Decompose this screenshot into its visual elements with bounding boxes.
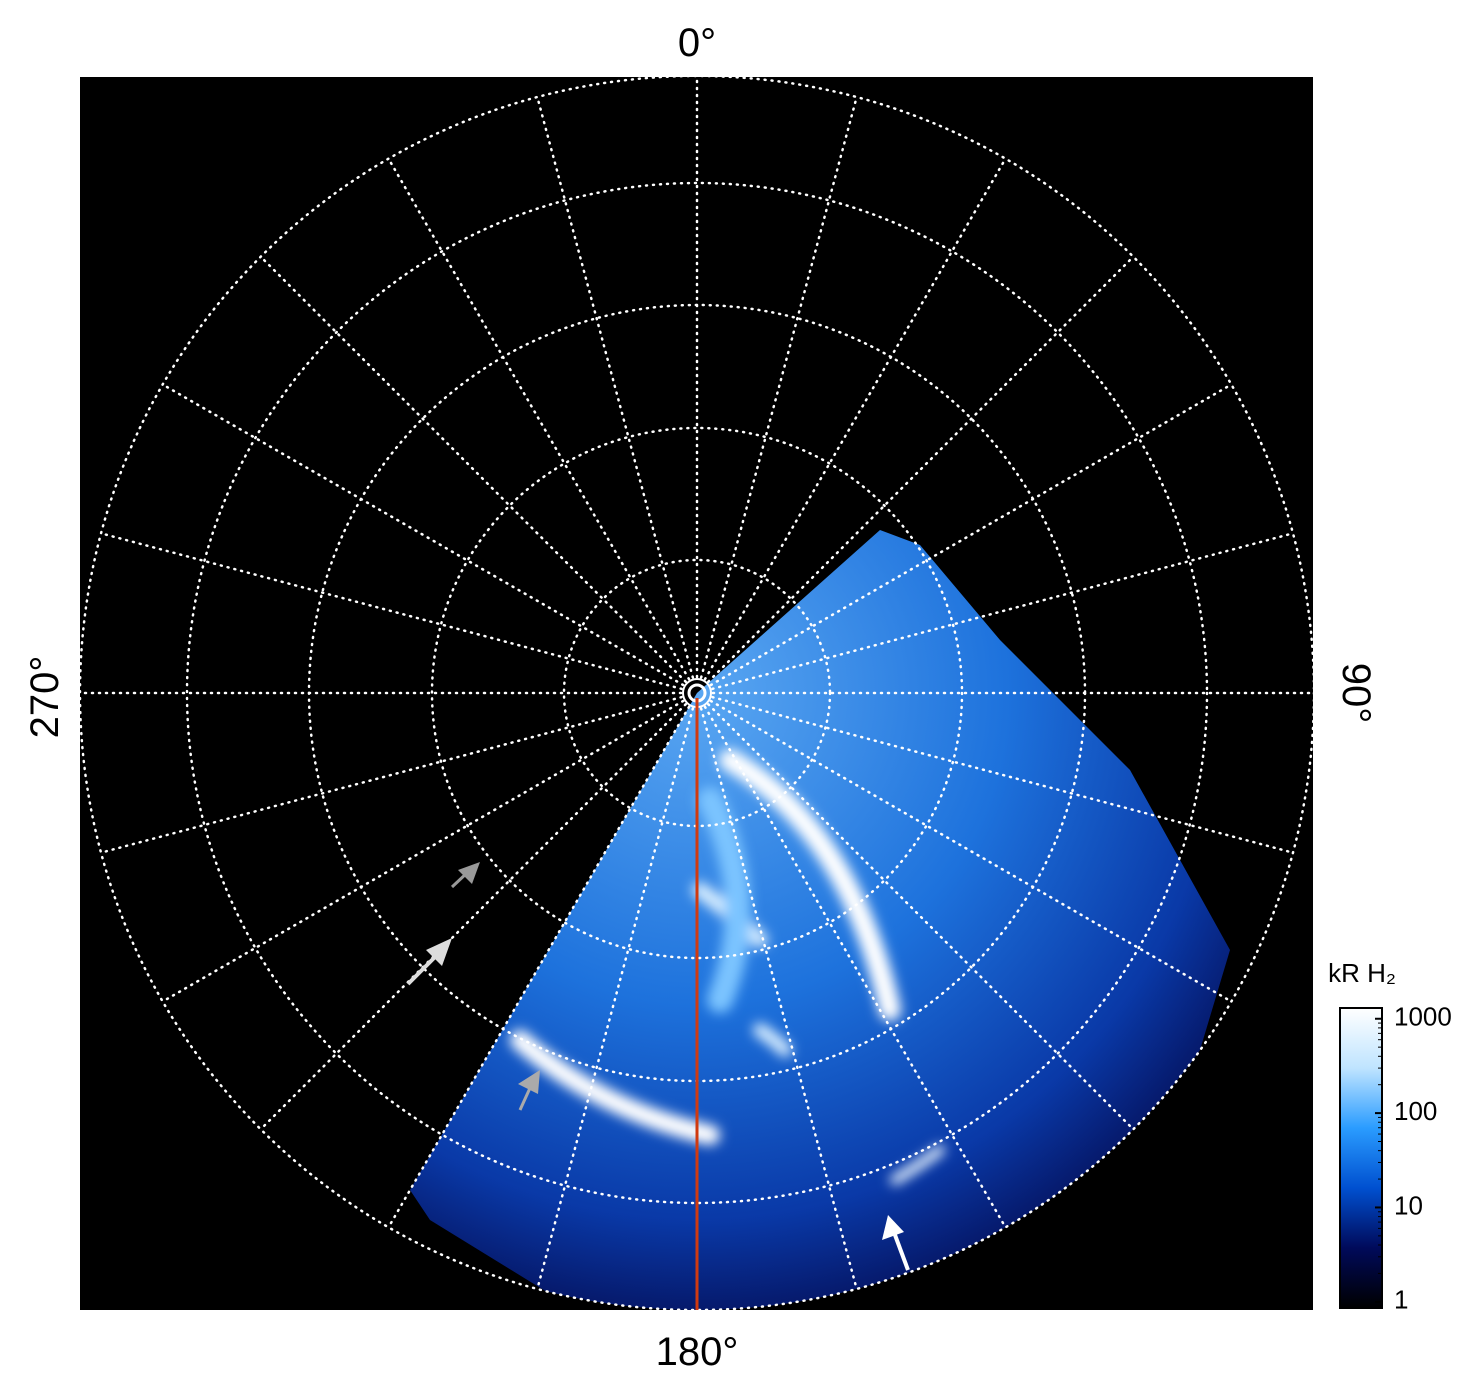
aurora xyxy=(410,530,1230,1310)
angle-label: 0° xyxy=(678,21,716,65)
grid-circle xyxy=(78,74,1316,1312)
grid-spoke xyxy=(709,383,1233,687)
grid-spoke xyxy=(707,703,1135,1131)
grid-spoke xyxy=(711,695,1295,854)
colorbar xyxy=(1339,1007,1383,1309)
colorbar-tick-label: 100 xyxy=(1394,1096,1437,1126)
grid-circle xyxy=(185,181,1209,1205)
grid-spoke xyxy=(709,699,1233,1003)
colorbar-tick-label: 1000 xyxy=(1394,1002,1452,1032)
grid-spoke xyxy=(161,383,685,687)
angle-label: 270° xyxy=(23,656,67,739)
grid-spoke xyxy=(699,95,858,679)
arrows xyxy=(406,862,910,1271)
grid-spoke xyxy=(387,705,691,1229)
grid-spoke xyxy=(99,695,683,854)
colorbar-title: kR H₂ xyxy=(1328,958,1396,988)
angle-label: 180° xyxy=(656,1330,739,1374)
grid-spoke xyxy=(536,95,695,679)
grid-spoke xyxy=(711,532,1295,691)
grid-spoke xyxy=(707,255,1135,683)
grid-spoke xyxy=(99,532,683,691)
grid-spoke xyxy=(259,255,687,683)
grid-spoke xyxy=(703,157,1007,681)
colorbar-tick-label: 1 xyxy=(1394,1285,1408,1315)
colorbar-tick-label: 10 xyxy=(1394,1190,1423,1220)
grid-spoke xyxy=(536,707,695,1291)
grid-spoke xyxy=(699,707,858,1291)
angle-label: 90° xyxy=(1334,663,1378,724)
grid-spoke xyxy=(161,699,685,1003)
grid-circle xyxy=(430,426,964,960)
grid-spoke xyxy=(259,703,687,1131)
grid-spoke xyxy=(703,705,1007,1229)
grid-spoke xyxy=(387,157,691,681)
